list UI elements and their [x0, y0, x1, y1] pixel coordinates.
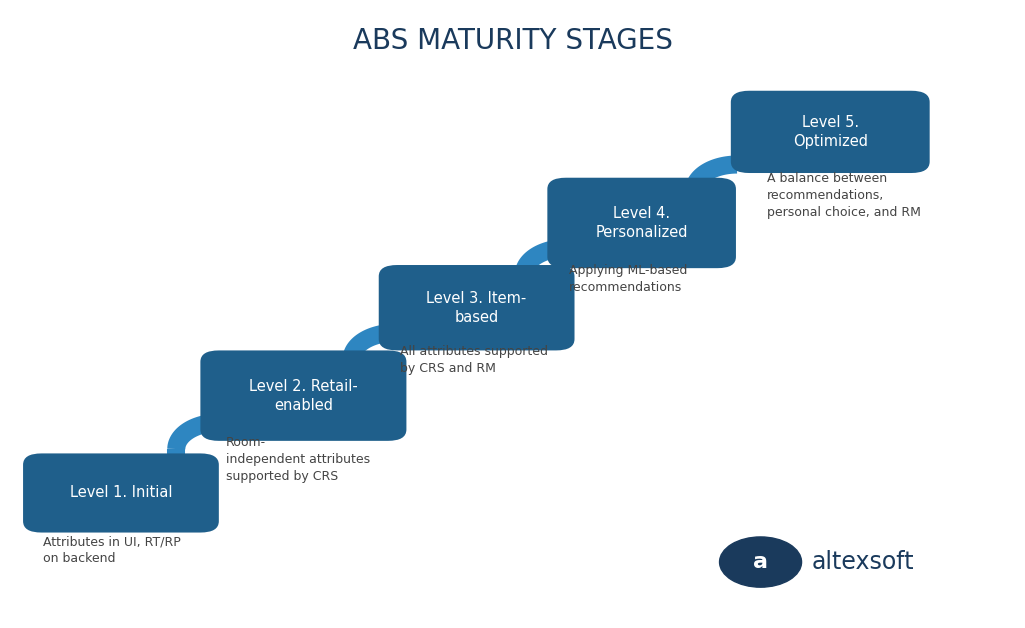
FancyBboxPatch shape: [200, 350, 406, 441]
FancyBboxPatch shape: [547, 178, 736, 268]
Text: A balance between
recommendations,
personal choice, and RM: A balance between recommendations, perso…: [767, 172, 920, 219]
Text: Applying ML-based
recommendations: Applying ML-based recommendations: [569, 264, 687, 294]
Circle shape: [720, 537, 802, 587]
Text: All attributes supported
by CRS and RM: All attributes supported by CRS and RM: [400, 345, 547, 376]
Text: Level 2. Retail-
enabled: Level 2. Retail- enabled: [249, 379, 358, 413]
Text: Level 3. Item-
based: Level 3. Item- based: [426, 291, 527, 325]
FancyBboxPatch shape: [379, 265, 574, 350]
FancyBboxPatch shape: [731, 90, 930, 173]
Text: Level 1. Initial: Level 1. Initial: [70, 485, 172, 501]
Text: Room-
independent attributes
supported by CRS: Room- independent attributes supported b…: [226, 436, 370, 484]
Text: ABS MATURITY STAGES: ABS MATURITY STAGES: [353, 27, 672, 55]
Text: Level 4.
Personalized: Level 4. Personalized: [596, 206, 688, 240]
FancyBboxPatch shape: [23, 453, 219, 533]
Text: Attributes in UI, RT/RP
on backend: Attributes in UI, RT/RP on backend: [43, 535, 180, 565]
Text: a: a: [753, 552, 768, 572]
Text: altexsoft: altexsoft: [812, 550, 914, 574]
Text: Level 5.
Optimized: Level 5. Optimized: [792, 115, 868, 149]
